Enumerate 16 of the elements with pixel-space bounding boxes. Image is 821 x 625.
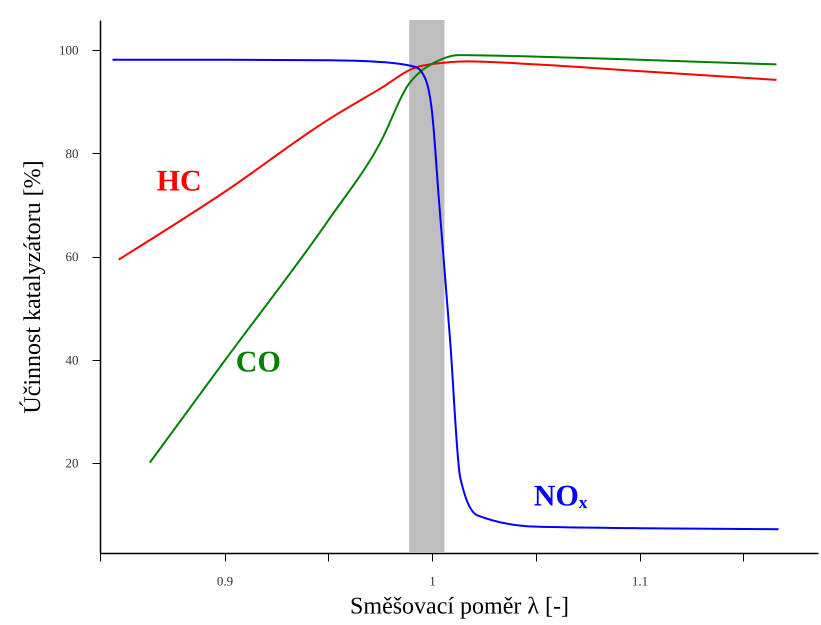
x-tick-label: 1 — [429, 574, 436, 588]
line-series — [118, 60, 778, 261]
line-series — [148, 54, 778, 464]
series-label: CO — [236, 346, 281, 379]
x-tick-label: 1.1 — [632, 574, 648, 588]
y-axis-title: Účinnost katalyzátoru [%] — [19, 160, 46, 414]
x-axis-title: Směšovací poměr λ [-] — [350, 594, 569, 620]
x-tick-label: 0.9 — [216, 574, 234, 588]
y-tick-label: 100 — [59, 42, 78, 58]
line-series — [111, 58, 780, 530]
y-tick-label: 40 — [66, 352, 78, 368]
y-tick-label: 80 — [66, 146, 78, 161]
series-label: NOₓ — [534, 480, 588, 513]
y-tick-label: 60 — [66, 249, 78, 264]
y-tick-label: 20 — [66, 456, 78, 471]
series-label: HC — [156, 164, 202, 198]
